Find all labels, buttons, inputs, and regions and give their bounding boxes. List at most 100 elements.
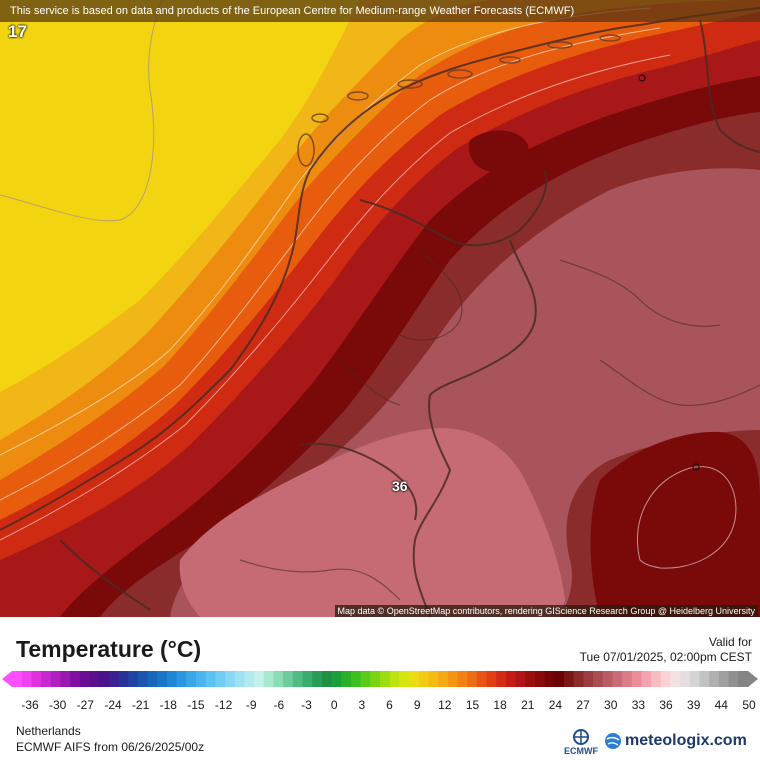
scale-swatch [718,671,730,687]
scale-swatch [205,671,216,687]
scale-swatch [544,671,555,687]
ecmwf-logo[interactable]: ECMWF [558,728,604,758]
scale-swatch [728,671,739,687]
scale-tick-label: -21 [132,698,150,712]
scale-tick-label: 30 [604,698,618,712]
scale-swatch [321,671,332,687]
scale-left-arrow [2,671,12,687]
scale-swatch [660,671,671,687]
scale-swatch [186,671,197,687]
scale-swatch [457,671,468,687]
meteologix-globe-icon [605,733,621,749]
scale-swatch [651,671,662,687]
scale-tick-label: -6 [274,698,285,712]
scale-swatch [31,671,42,687]
scale-tick-label: -18 [160,698,178,712]
isotherm-lines [0,7,737,569]
scale-tick-label: 21 [521,698,535,712]
scale-swatch [341,671,352,687]
scale-swatch [476,671,487,687]
scale-swatch [496,671,507,687]
scale-swatch [409,671,420,687]
scale-tick-label: -36 [21,698,39,712]
scale-swatch [680,671,691,687]
scale-tick-label: -24 [104,698,122,712]
scale-tick-label: -3 [301,698,312,712]
scale-swatch [254,671,265,687]
zone-dark-red-north [468,130,529,172]
country-borders [0,7,760,617]
scale-swatch [263,671,274,687]
corner-value-label: 17 [8,22,27,41]
scale-tick-label: 24 [549,698,563,712]
scale-swatch [89,671,100,687]
region-borders [239,249,760,601]
scale-swatch [593,671,604,687]
scale-swatch [225,671,236,687]
scale-tick-labels: -36 -30 -27 -24 -21 -18 -15 -12 -9 -6 -3 0 3 6 9 12 15 18… [21,698,756,712]
scale-swatch [176,671,187,687]
scale-swatch [418,671,429,687]
scale-swatch [428,671,439,687]
scale-swatch [70,671,81,687]
scale-swatch [612,671,623,687]
zone-dark-red-east [590,431,760,617]
scale-swatch [360,671,371,687]
map-canvas [0,0,760,617]
temperature-map[interactable]: 17 36 This service is based on data and … [0,0,760,617]
scale-swatch [689,671,700,687]
scale-swatches [12,671,749,687]
meteologix-logo[interactable]: meteologix.com [604,730,747,752]
meteologix-brand-text: meteologix.com [625,732,747,749]
contour-line [0,0,163,222]
scale-tick-label: 18 [493,698,507,712]
scale-tick-label: 50 [742,698,756,712]
scale-tick-label: -30 [49,698,67,712]
center-value-label: 36 [392,478,408,494]
scale-swatch [302,671,313,687]
scale-swatch [292,671,303,687]
scale-swatch [738,671,749,687]
scale-swatch [505,671,516,687]
scale-swatch [99,671,110,687]
scale-tick-label: -12 [215,698,233,712]
scale-swatch [118,671,129,687]
scale-tick-label: -27 [77,698,95,712]
islands [297,34,621,167]
legend-title: Temperature (°C) [16,636,202,662]
scale-swatch [244,671,255,687]
scale-swatch [583,671,594,687]
scale-swatch [641,671,652,687]
scale-swatch [380,671,391,687]
scale-swatch [273,671,284,687]
scale-swatch [60,671,71,687]
scale-tick-label: 36 [659,698,673,712]
scale-swatch [128,671,139,687]
scale-swatch [573,671,584,687]
marker-east [692,463,700,471]
scale-tick-label: 27 [576,698,590,712]
scale-swatch [147,671,158,687]
scale-swatch [515,671,526,687]
marker-north [638,74,646,82]
map-attribution: Map data © OpenStreetMap contributors, r… [334,605,758,617]
scale-tick-label: 6 [386,698,393,712]
scale-swatch [12,671,23,687]
ecmwf-disclaimer-banner: This service is based on data and produc… [0,0,760,22]
scale-swatch [50,671,61,687]
scale-tick-label: 9 [414,698,421,712]
scale-tick-label: 33 [632,698,646,712]
scale-swatch [283,671,294,687]
scale-swatch [389,671,400,687]
scale-swatch [399,671,410,687]
scale-swatch [554,671,565,687]
scale-swatch [447,671,458,687]
scale-swatch [350,671,362,687]
scale-swatch [438,671,449,687]
scale-tick-label: 15 [466,698,480,712]
scale-swatch [486,671,497,687]
scale-swatch [370,671,381,687]
scale-swatch [41,671,52,687]
scale-swatch [79,671,90,687]
scale-swatch [157,671,168,687]
